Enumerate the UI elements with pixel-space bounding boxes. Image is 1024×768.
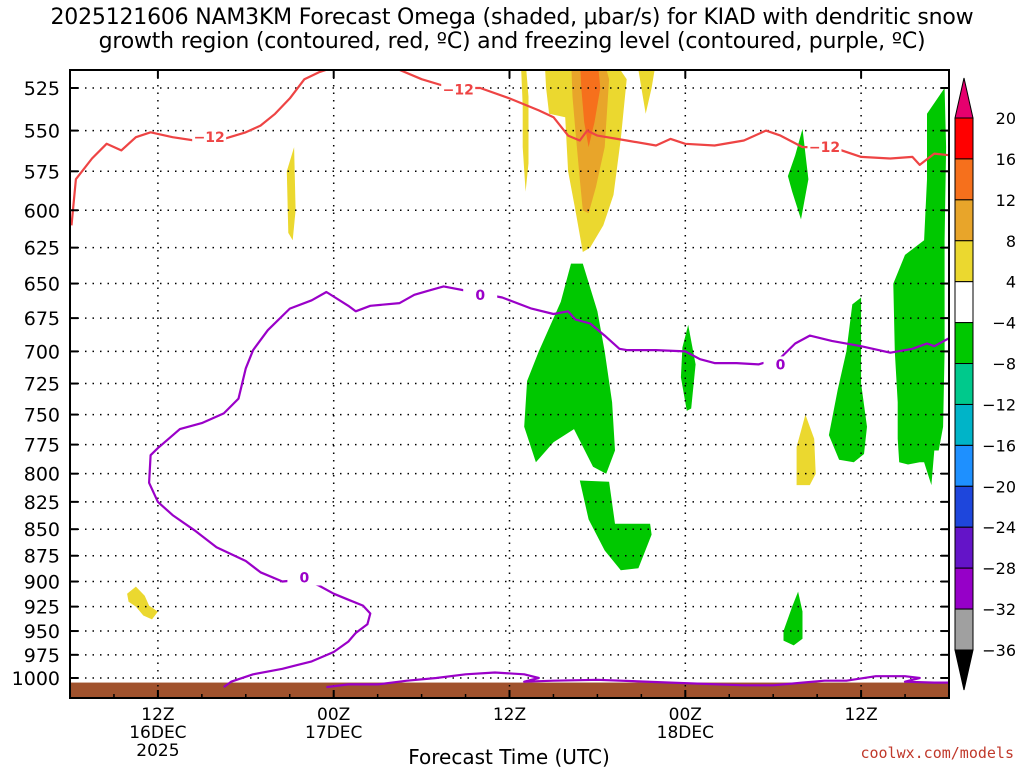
omega-shade-7 — [521, 70, 529, 192]
x-tick-label: 17DEC — [305, 723, 362, 743]
x-tick-label: 12Z — [141, 705, 174, 725]
omega-shade-14 — [127, 586, 158, 620]
y-tick-label: 550 — [24, 121, 60, 143]
colorbar-label: −36 — [982, 641, 1016, 660]
colorbar-swatch — [954, 526, 974, 569]
contour-line-2 — [326, 671, 949, 689]
contour-label: 0 — [475, 288, 485, 304]
colorbar-swatch — [954, 444, 974, 487]
y-tick-label: 600 — [24, 200, 60, 222]
y-tick-label: 750 — [24, 405, 60, 427]
omega-shade-9 — [571, 70, 610, 214]
omega-shade-13 — [796, 414, 816, 486]
colorbar-label: −24 — [982, 518, 1016, 537]
colorbar-swatch — [954, 281, 974, 324]
contour-label: 0 — [776, 357, 786, 373]
omega-shade-3 — [787, 128, 809, 220]
colorbar-label: −4 — [992, 314, 1016, 333]
contour-line-1 — [148, 285, 949, 688]
contour-label-bg — [192, 129, 227, 146]
colorbar-swatch — [954, 322, 974, 365]
y-tick-label: 650 — [24, 274, 60, 296]
x-tick-label: 00Z — [669, 705, 702, 725]
colorbar-label: −32 — [982, 600, 1016, 619]
x-axis-label: Forecast Time (UTC) — [408, 745, 610, 768]
colorbar-label: 20 — [996, 109, 1016, 128]
y-tick-label: 825 — [24, 492, 60, 514]
contour-label: −12 — [809, 140, 840, 156]
title-line-2: growth region (contoured, red, ºC) and f… — [98, 29, 926, 54]
colorbar-label: 8 — [1006, 232, 1016, 251]
y-tick-label: 675 — [24, 308, 60, 330]
colorbar-swatch — [954, 608, 974, 651]
colorbar-bottom-arrow — [954, 649, 974, 691]
colorbar-label: −16 — [982, 436, 1016, 455]
contour-label-bg — [807, 139, 842, 156]
colorbar-swatch — [954, 199, 974, 242]
colorbar-swatch — [954, 158, 974, 201]
y-tick-label: 700 — [24, 341, 60, 363]
colorbar-swatch — [954, 485, 974, 528]
contour-label-bg — [287, 569, 322, 586]
credit-text: coolwx.com/models — [860, 744, 1014, 762]
title-line-1: 2025121606 NAM3KM Forecast Omega (shaded… — [50, 5, 974, 30]
contour-label: −12 — [443, 83, 474, 99]
colorbar-label: −8 — [992, 355, 1016, 374]
colorbar-label: 16 — [996, 150, 1016, 169]
contour-label-bg — [463, 286, 498, 303]
contour-line-0 — [70, 70, 949, 226]
y-tick-label: 925 — [24, 597, 60, 619]
colorbar-swatch — [954, 567, 974, 610]
omega-shade-11 — [638, 70, 655, 114]
y-tick-label: 850 — [24, 519, 60, 541]
y-tick-label: 950 — [24, 621, 60, 643]
y-tick-label: 775 — [24, 435, 60, 457]
contour-label: 0 — [300, 570, 310, 586]
y-tick-label: 1000 — [12, 668, 60, 690]
colorbar-swatch — [954, 240, 974, 283]
contour-label-bg — [763, 356, 798, 373]
colorbar-label: −20 — [982, 477, 1016, 496]
colorbar-swatch — [954, 117, 974, 160]
y-tick-label: 900 — [24, 572, 60, 594]
x-tick-label: 00Z — [317, 705, 350, 725]
colorbar-label: 12 — [996, 191, 1016, 210]
omega-shade-0 — [524, 263, 615, 474]
y-tick-label: 875 — [24, 546, 60, 568]
omega-shade-1 — [579, 480, 652, 571]
omega-shade-12 — [286, 147, 296, 241]
omega-shade-6 — [893, 88, 947, 486]
colorbar-swatch — [954, 403, 974, 446]
y-tick-label: 525 — [24, 78, 60, 100]
x-tick-label: 18DEC — [657, 723, 714, 743]
y-tick-label: 800 — [24, 464, 60, 486]
y-tick-label: 625 — [24, 238, 60, 260]
contour-label: −12 — [194, 130, 225, 146]
y-tick-label: 975 — [24, 645, 60, 667]
omega-shade-2 — [680, 324, 696, 411]
chart-title: 2025121606 NAM3KM Forecast Omega (shaded… — [0, 6, 1024, 54]
omega-shade-10 — [580, 70, 601, 148]
y-tick-label: 725 — [24, 374, 60, 396]
x-tick-label: 12Z — [844, 705, 877, 725]
omega-shade-5 — [783, 591, 803, 646]
colorbar-label: 4 — [1006, 273, 1016, 292]
colorbar-top-arrow — [954, 77, 974, 119]
colorbar-swatch — [954, 363, 974, 405]
y-tick-label: 575 — [24, 161, 60, 183]
omega-shade-4 — [828, 297, 867, 463]
contour-label-bg — [441, 81, 476, 98]
colorbar-label: −12 — [982, 395, 1016, 414]
x-tick-label: 12Z — [493, 705, 526, 725]
colorbar-label: −28 — [982, 559, 1016, 578]
x-tick-label: 2025 — [136, 741, 179, 761]
x-tick-label: 16DEC — [129, 723, 186, 743]
